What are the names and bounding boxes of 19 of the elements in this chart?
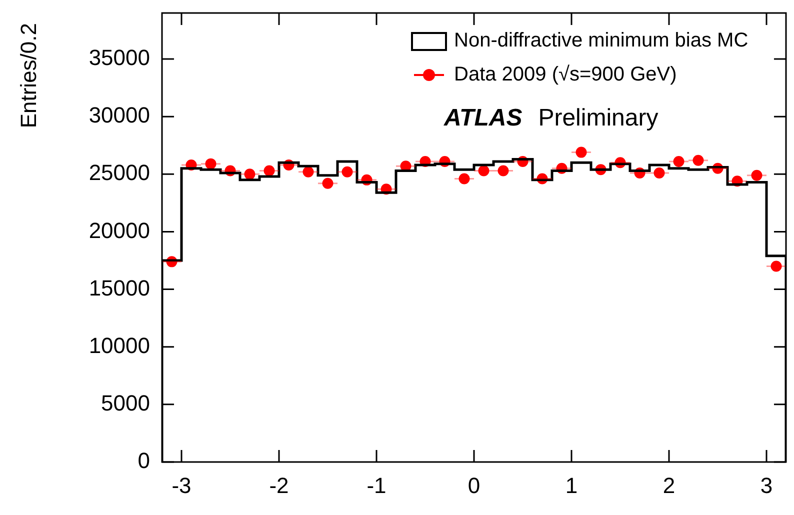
y-tick-label: 35000 — [88, 45, 150, 70]
x-tick-label: -1 — [366, 473, 386, 498]
x-tick-label: 3 — [760, 473, 773, 498]
y-tick-label: 10000 — [88, 332, 150, 358]
y-tick-label: 25000 — [88, 160, 150, 186]
x-tick-label: -3 — [172, 473, 192, 498]
y-tick-label: 20000 — [88, 218, 150, 243]
y-tick-label: 30000 — [88, 102, 150, 128]
x-tick-label: 2 — [662, 473, 676, 498]
x-tick-label: 0 — [468, 473, 480, 498]
x-tick-label: -2 — [269, 473, 289, 498]
legend-label: Non-diffractive minimum bias MC — [454, 30, 748, 52]
y-tick-label: 0 — [138, 448, 150, 474]
y-tick-label: 15000 — [88, 275, 150, 300]
y-axis-title: Entries/0.2 — [16, 23, 42, 128]
y-tick-label: 5000 — [101, 390, 150, 416]
annotation: ATLAS Preliminary — [443, 104, 658, 132]
x-tick-label: 1 — [565, 473, 578, 498]
legend-label: Data 2009 (√s=900 GeV) — [454, 64, 677, 86]
